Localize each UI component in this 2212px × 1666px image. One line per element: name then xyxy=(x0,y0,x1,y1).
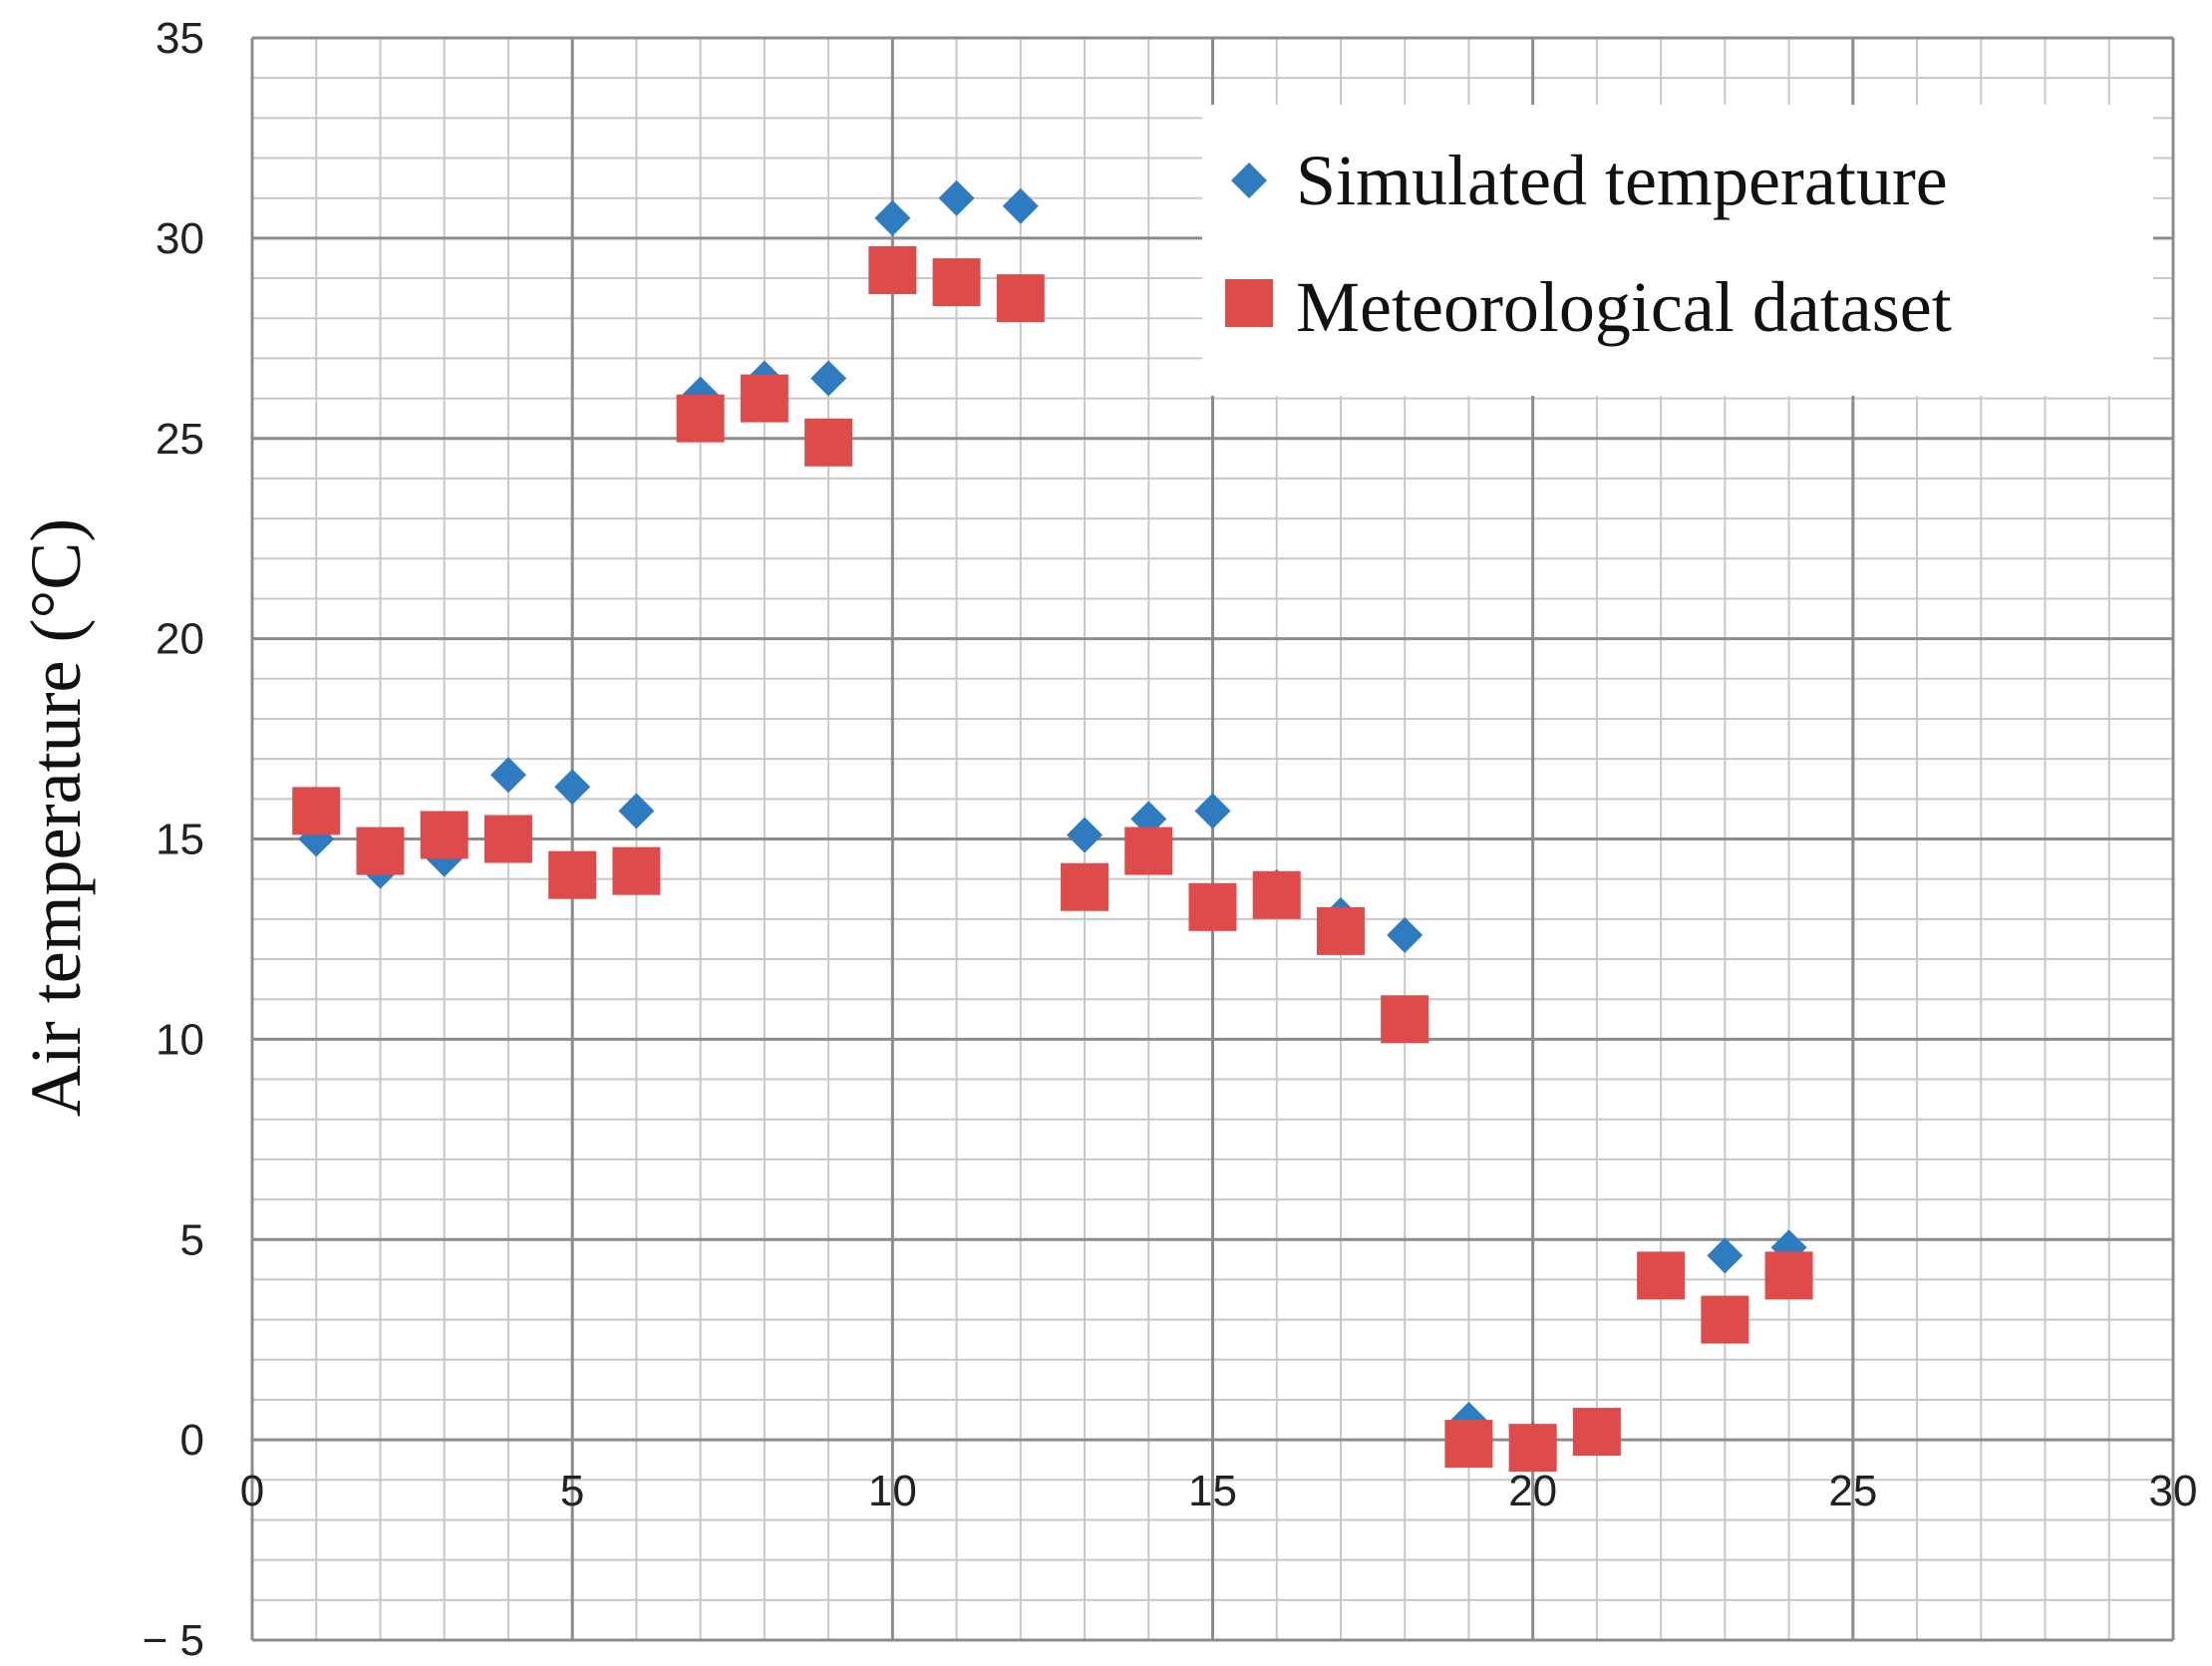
meteorological-point xyxy=(1637,1251,1686,1300)
simulated-point xyxy=(554,769,591,806)
meteorological-point xyxy=(1572,1408,1621,1457)
y-axis-title: Air temperature (°C) xyxy=(16,518,96,1118)
meteorological-point xyxy=(1444,1420,1493,1469)
x-tick-label: 10 xyxy=(868,1467,917,1515)
meteorological-point xyxy=(548,850,597,899)
y-axis-title-group: Air temperature (°C) xyxy=(16,518,96,1118)
simulated-point xyxy=(874,199,911,236)
meteorological-point xyxy=(1381,995,1429,1044)
legend-marker-meteorological xyxy=(1225,279,1273,327)
meteorological-point xyxy=(1508,1424,1557,1473)
x-tick-label: 5 xyxy=(560,1467,584,1515)
x-tick-label: 15 xyxy=(1188,1467,1237,1515)
simulated-point xyxy=(1707,1237,1743,1274)
simulated-point xyxy=(489,757,526,794)
meteorological-point xyxy=(356,827,405,875)
meteorological-point xyxy=(932,258,981,307)
x-tick-label: 0 xyxy=(240,1467,264,1515)
meteorological-point xyxy=(1061,862,1109,911)
x-tick-label: 25 xyxy=(1828,1467,1877,1515)
simulated-point xyxy=(618,793,655,830)
meteorological-point xyxy=(1252,870,1301,919)
meteorological-point xyxy=(420,811,469,859)
meteorological-point xyxy=(868,246,917,295)
simulated-point xyxy=(810,360,847,397)
legend-marker-simulated xyxy=(1231,163,1267,198)
meteorological-point xyxy=(804,418,853,467)
meteorological-point xyxy=(676,394,725,443)
y-tick-label: 5 xyxy=(180,1215,204,1264)
y-tick-label: 35 xyxy=(156,14,204,63)
legend-label-meteorological: Meteorological dataset xyxy=(1296,267,1952,347)
meteorological-point xyxy=(1316,906,1365,955)
y-tick-label: 30 xyxy=(156,214,204,263)
tick-labels: 0 5 10 15 20 25 30 − 5 0 5 10 15 20 25 30 35 xyxy=(143,14,2198,1665)
x-tick-label: 30 xyxy=(2149,1467,2198,1515)
y-tick-label: 20 xyxy=(156,615,204,664)
y-tick-label: 15 xyxy=(156,816,204,864)
simulated-point xyxy=(938,179,975,216)
meteorological-point xyxy=(1764,1251,1813,1300)
simulated-point xyxy=(1002,187,1039,224)
data-points xyxy=(292,179,1813,1473)
meteorological-point xyxy=(1188,882,1237,931)
meteorological-point xyxy=(996,274,1045,323)
simulated-point xyxy=(1067,817,1104,853)
meteorological-point xyxy=(292,787,341,835)
meteorological-point xyxy=(612,846,661,895)
legend: Simulated temperature Meteorological dat… xyxy=(1202,105,2153,396)
y-tick-label: 10 xyxy=(156,1015,204,1064)
meteorological-point xyxy=(1124,827,1173,875)
meteorological-point xyxy=(1701,1295,1749,1344)
legend-label-simulated: Simulated temperature xyxy=(1296,141,1948,220)
meteorological-point xyxy=(483,815,532,863)
y-tick-label: 25 xyxy=(156,415,204,464)
y-tick-label: 0 xyxy=(180,1416,204,1465)
y-tick-label: − 5 xyxy=(143,1616,204,1665)
x-tick-label: 20 xyxy=(1508,1467,1557,1515)
meteorological-point xyxy=(740,374,789,423)
simulated-point xyxy=(1194,793,1231,830)
legend-box xyxy=(1202,105,2153,396)
simulated-point xyxy=(1387,916,1423,953)
